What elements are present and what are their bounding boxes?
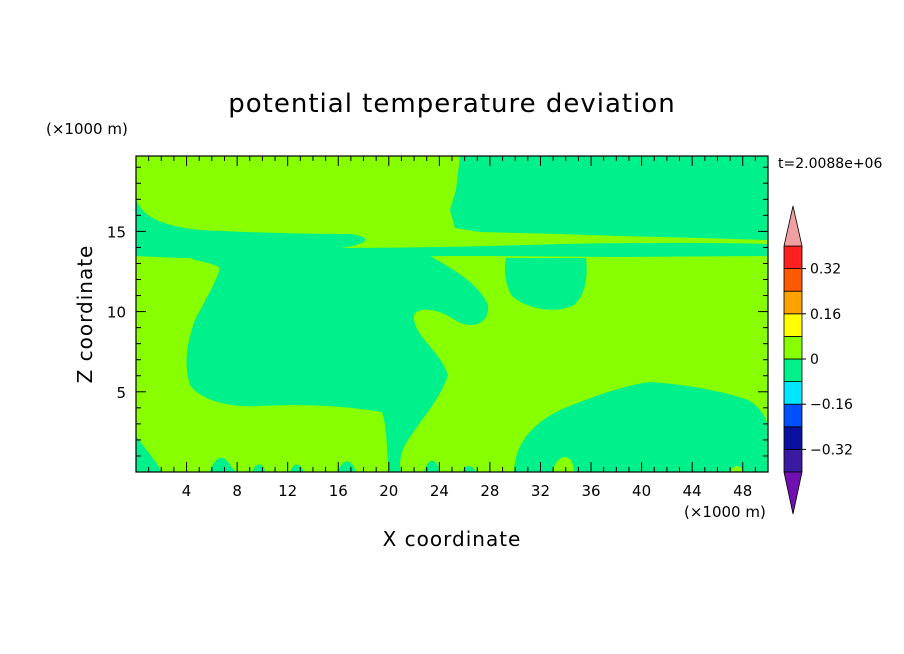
colorbar-swatch [783, 381, 803, 405]
contour-band-negative [210, 457, 476, 472]
colorbar-swatch [783, 358, 803, 383]
x-tick-label: 12 [278, 482, 297, 500]
colorbar-swatch [783, 426, 803, 450]
contour-band-negative [136, 436, 162, 472]
colorbar-swatch [783, 448, 803, 473]
colorbar-under-arrow [783, 471, 803, 515]
x-tick-label: 16 [329, 482, 348, 500]
x-tick-label: 32 [531, 482, 550, 500]
contour-band-negative [505, 258, 587, 310]
x-tick-label: 48 [733, 482, 752, 500]
x-unit-label: (×1000 m) [684, 503, 766, 521]
colorbar-label: 0.16 [810, 307, 841, 323]
chart-title: potential temperature deviation [228, 89, 675, 119]
colorbar-label: 0 [810, 352, 819, 368]
colorbar-over-arrow [783, 205, 803, 247]
x-tick-label: 20 [379, 482, 398, 500]
x-axis-label: X coordinate [383, 527, 522, 551]
y-unit-label: (×1000 m) [46, 120, 128, 138]
colorbar-swatch [783, 403, 803, 428]
contour-field [136, 156, 768, 472]
x-tick-label: 28 [480, 482, 499, 500]
y-tick-label: 15 [107, 223, 126, 241]
colorbar-swatch [783, 245, 803, 270]
colorbar-swatch [783, 313, 803, 337]
y-tick-label: 10 [107, 304, 126, 322]
colorbar: 0.32 0.16 0 −0.16 −0.32 [783, 205, 853, 515]
x-tick-label: 40 [632, 482, 651, 500]
x-tick-label: 24 [430, 482, 449, 500]
colorbar-label: −0.32 [810, 442, 853, 458]
x-tick-label: 36 [581, 482, 600, 500]
colorbar-swatch [783, 290, 803, 315]
axis-ticks [136, 156, 768, 472]
colorbar-swatch [783, 268, 803, 292]
time-label: t=2.0088e+06 [778, 156, 882, 172]
x-tick-label: 44 [683, 482, 702, 500]
contour-band-negative [514, 382, 768, 472]
colorbar-label: 0.32 [810, 262, 841, 278]
colorbar-swatch [783, 335, 803, 360]
contour-band-negative [450, 156, 768, 240]
contour-band-negative [186, 256, 489, 472]
y-axis-label: Z coordinate [73, 245, 97, 384]
y-tick-label: 5 [116, 384, 126, 402]
contour-band-positive [552, 457, 744, 472]
colorbar-label: −0.16 [810, 397, 853, 413]
x-tick-label: 8 [232, 482, 242, 500]
x-tick-label: 4 [182, 482, 192, 500]
contour-band-negative [136, 198, 768, 258]
